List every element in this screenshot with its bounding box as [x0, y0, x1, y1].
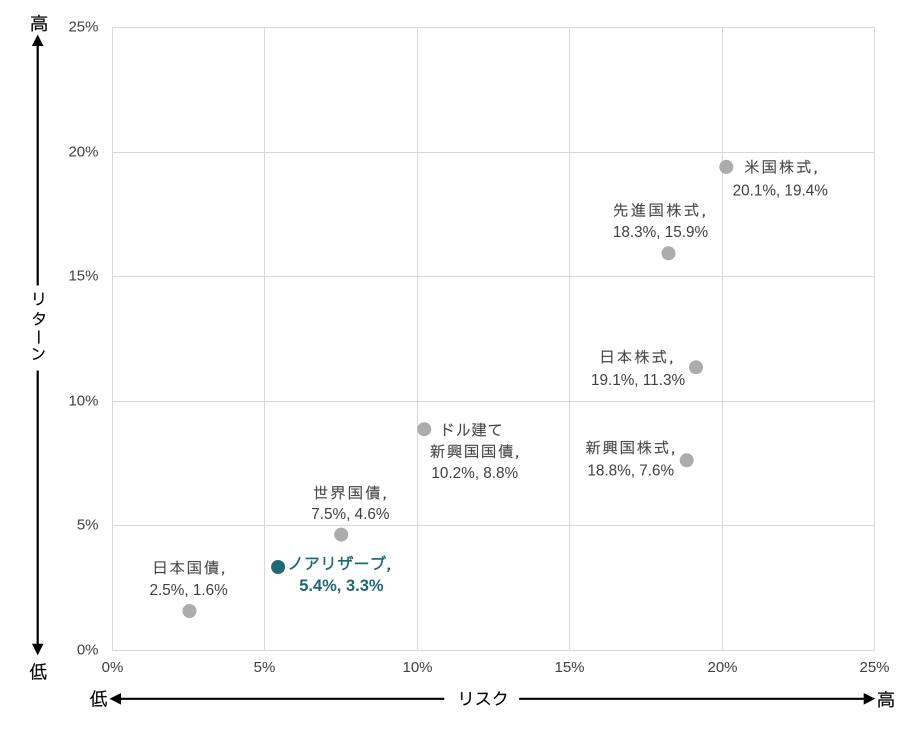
svg-text:20.1%, 19.4%: 20.1%, 19.4%	[733, 183, 829, 200]
svg-text:7.5%, 4.6%: 7.5%, 4.6%	[311, 506, 390, 523]
svg-text:10.2%, 8.8%: 10.2%, 8.8%	[431, 465, 518, 482]
svg-text:15%: 15%	[554, 659, 584, 676]
svg-text:10%: 10%	[68, 392, 98, 409]
svg-text:10%: 10%	[402, 659, 432, 676]
svg-text:0%: 0%	[77, 641, 99, 658]
svg-text:0%: 0%	[102, 659, 124, 676]
svg-text:5%: 5%	[254, 659, 276, 676]
svg-text:19.1%, 11.3%: 19.1%, 11.3%	[591, 372, 686, 389]
svg-text:5%: 5%	[77, 516, 99, 533]
svg-text:25%: 25%	[859, 659, 889, 676]
svg-text:5.4%, 3.3%: 5.4%, 3.3%	[299, 577, 384, 595]
svg-text:20%: 20%	[68, 143, 98, 160]
svg-text:18.3%, 15.9%: 18.3%, 15.9%	[613, 224, 709, 241]
svg-text:20%: 20%	[707, 659, 737, 676]
svg-text:15%: 15%	[68, 267, 98, 284]
svg-text:2.5%, 1.6%: 2.5%, 1.6%	[149, 582, 228, 599]
svg-text:25%: 25%	[68, 18, 98, 35]
svg-text:18.8%, 7.6%: 18.8%, 7.6%	[587, 463, 674, 480]
